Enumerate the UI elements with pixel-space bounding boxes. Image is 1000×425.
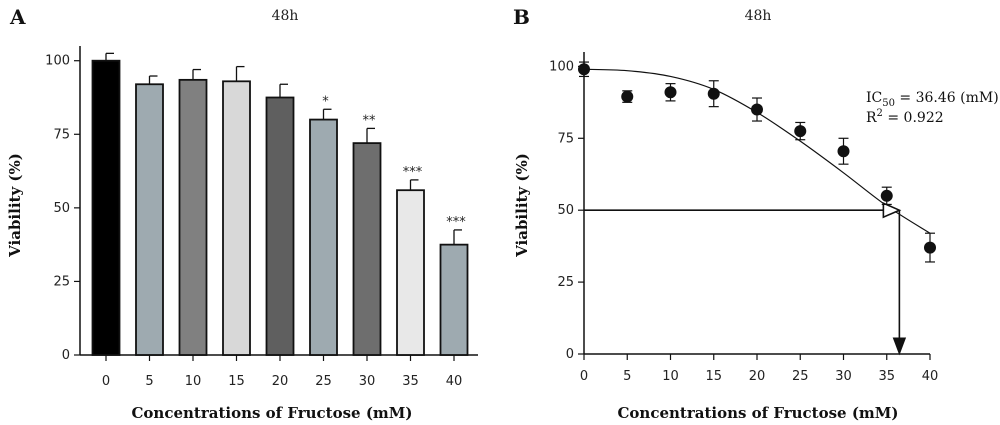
panel-a-title: 48h	[272, 8, 299, 24]
panel-b-x-axis-label: Concentrations of Fructose (mM)	[617, 404, 898, 422]
data-point	[837, 145, 850, 158]
ic-value: = 36.46 (mM)	[895, 90, 999, 106]
data-point	[621, 90, 634, 103]
x-tick-label: 15	[705, 369, 722, 384]
panel-b-points	[578, 61, 936, 263]
bar	[222, 80, 251, 356]
x-tick-label: 0	[102, 374, 110, 389]
panel-b-ic50-annotation: IC50 = 36.46 (mM)	[866, 90, 999, 109]
x-tick-label: 0	[580, 369, 588, 384]
r-value: = 0.922	[883, 110, 944, 126]
panel-b-y-axis-label: Viability (%)	[513, 153, 531, 258]
y-tick-label: 25	[53, 274, 70, 289]
x-tick-label: 10	[185, 374, 202, 389]
y-tick-label: 25	[557, 275, 574, 290]
y-tick-label: 50	[53, 201, 70, 216]
y-tick-label: 75	[53, 127, 70, 142]
data-point	[751, 103, 763, 116]
data-point	[707, 87, 720, 100]
significance-label: ***	[446, 215, 466, 230]
data-point	[880, 189, 893, 202]
bar	[135, 83, 164, 356]
x-tick-label: 40	[922, 369, 939, 384]
x-tick-label: 20	[749, 369, 766, 384]
y-tick-label: 100	[549, 59, 574, 74]
y-tick-label: 0	[566, 347, 574, 362]
panel-b-title: 48h	[745, 8, 772, 24]
bar	[91, 59, 121, 356]
panel-a-y-ticks: 0 25 50 75 100	[45, 54, 80, 363]
x-tick-label: 10	[662, 369, 679, 384]
bar	[309, 118, 338, 356]
x-tick-label: 5	[623, 369, 631, 384]
x-tick-label: 35	[878, 369, 895, 384]
panel-a-x-ticks: 0 5 10 15 20 25 30 35 40	[102, 355, 462, 389]
panel-b-r2-annotation: R2 = 0.922	[866, 108, 944, 126]
r-sup: 2	[877, 108, 883, 119]
x-tick-label: 25	[315, 374, 332, 389]
arrowhead-right	[882, 201, 902, 219]
data-point	[794, 125, 807, 138]
significance-label: ***	[403, 165, 423, 180]
bar	[352, 142, 382, 356]
x-tick-label: 25	[792, 369, 809, 384]
r-main: R	[866, 110, 877, 126]
bar	[178, 78, 208, 356]
data-point	[664, 86, 677, 99]
bar	[439, 243, 469, 356]
panel-a-y-axis-label: Viability (%)	[6, 153, 24, 258]
panel-b-y-ticks: 0 25 50 75 100	[549, 59, 584, 362]
x-tick-label: 35	[402, 374, 419, 389]
y-tick-label: 75	[557, 131, 574, 146]
y-tick-label: 50	[557, 203, 574, 218]
panel-b-ic50-arrows	[584, 201, 907, 356]
x-tick-label: 20	[272, 374, 289, 389]
panel-a-letter: A	[9, 5, 26, 29]
panel-b-letter: B	[513, 5, 530, 29]
y-tick-label: 100	[45, 54, 70, 69]
arrowhead-down	[892, 337, 907, 356]
panel-a-x-axis-label: Concentrations of Fructose (mM)	[131, 404, 412, 422]
panel-b-x-ticks: 0 5 10 15 20 25 30 35 40	[580, 354, 938, 384]
significance-label: **	[363, 113, 377, 128]
y-tick-label: 0	[62, 348, 70, 363]
ic-sub: 50	[882, 98, 895, 109]
significance-label: *	[322, 94, 329, 109]
data-point	[924, 241, 936, 254]
ic-main: IC	[866, 90, 882, 106]
bar	[265, 96, 295, 356]
x-tick-label: 40	[446, 374, 463, 389]
x-tick-label: 30	[359, 374, 376, 389]
bar	[396, 189, 425, 356]
x-tick-label: 5	[145, 374, 153, 389]
x-tick-label: 15	[228, 374, 245, 389]
panel-a-bars: *********	[91, 52, 469, 356]
data-point	[578, 63, 590, 76]
x-tick-label: 30	[835, 369, 852, 384]
